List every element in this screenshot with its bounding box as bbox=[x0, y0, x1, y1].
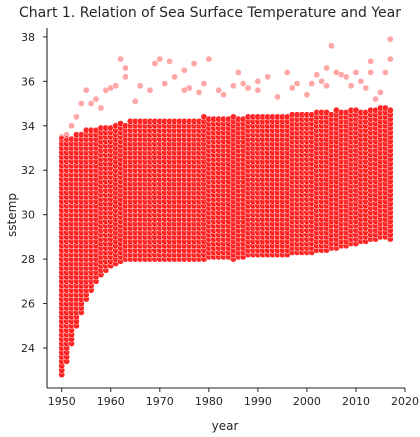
x-tick-label: 1980 bbox=[195, 395, 223, 408]
data-point bbox=[244, 84, 252, 92]
x-axis-ticks: 1950 1960 1970 1980 1990 2000 2010 2020 bbox=[48, 388, 419, 408]
data-point bbox=[357, 77, 365, 85]
data-point bbox=[73, 113, 80, 121]
data-point bbox=[386, 106, 394, 114]
data-point bbox=[112, 82, 120, 90]
data-point bbox=[386, 55, 394, 63]
y-axis-ticks: 24 26 28 30 32 34 36 38 bbox=[21, 31, 47, 355]
data-point bbox=[171, 73, 178, 81]
data-point bbox=[77, 100, 85, 107]
data-point bbox=[122, 64, 129, 72]
data-point bbox=[362, 84, 370, 92]
data-point bbox=[131, 97, 139, 105]
data-point bbox=[288, 84, 296, 92]
data-point bbox=[264, 73, 272, 81]
data-point bbox=[254, 77, 262, 85]
data-point bbox=[136, 82, 144, 90]
data-point bbox=[180, 66, 188, 74]
data-point bbox=[220, 91, 227, 99]
data-point bbox=[117, 55, 124, 63]
data-point bbox=[82, 86, 90, 94]
data-point bbox=[205, 55, 213, 63]
x-tick-label: 2000 bbox=[293, 395, 321, 408]
data-point bbox=[180, 86, 188, 94]
data-point bbox=[68, 122, 75, 130]
data-point bbox=[382, 69, 389, 76]
data-point bbox=[254, 86, 262, 94]
data-point bbox=[151, 60, 159, 67]
data-point bbox=[92, 95, 100, 103]
data-point bbox=[215, 86, 222, 94]
y-tick-label: 34 bbox=[21, 120, 35, 133]
chart-title: Chart 1. Relation of Sea Surface Tempera… bbox=[19, 5, 401, 21]
data-point bbox=[377, 89, 384, 96]
data-point bbox=[313, 71, 321, 79]
data-point bbox=[122, 73, 129, 81]
data-point bbox=[293, 80, 301, 87]
data-point bbox=[308, 80, 316, 87]
y-tick-label: 38 bbox=[21, 31, 35, 44]
y-tick-label: 30 bbox=[21, 209, 35, 222]
data-point bbox=[274, 93, 281, 101]
data-point bbox=[372, 95, 379, 103]
y-tick-label: 32 bbox=[21, 164, 35, 177]
data-point bbox=[386, 35, 394, 43]
data-point bbox=[230, 82, 237, 90]
data-point bbox=[234, 69, 242, 76]
data-points bbox=[58, 35, 394, 379]
data-point bbox=[323, 64, 330, 72]
x-tick-label: 1990 bbox=[244, 395, 272, 408]
data-point bbox=[195, 89, 203, 96]
data-point bbox=[352, 69, 360, 76]
data-point bbox=[328, 42, 335, 50]
data-point bbox=[318, 77, 325, 85]
y-tick-label: 24 bbox=[21, 342, 35, 355]
data-point bbox=[323, 82, 330, 90]
data-point bbox=[200, 80, 208, 87]
x-tick-label: 2020 bbox=[391, 395, 419, 408]
x-tick-label: 1970 bbox=[146, 395, 174, 408]
y-tick-label: 36 bbox=[21, 75, 35, 88]
data-point bbox=[63, 131, 70, 139]
data-point bbox=[367, 69, 375, 76]
data-point bbox=[156, 55, 164, 63]
data-point bbox=[190, 60, 198, 67]
data-point bbox=[161, 80, 169, 87]
data-point bbox=[367, 57, 375, 65]
y-axis-label: sstemp bbox=[5, 193, 19, 237]
data-point bbox=[342, 73, 350, 81]
data-point bbox=[303, 91, 311, 99]
x-tick-label: 2010 bbox=[342, 395, 370, 408]
data-point bbox=[97, 104, 105, 112]
data-point bbox=[166, 57, 173, 65]
data-point bbox=[146, 86, 154, 94]
x-axis-label: year bbox=[212, 419, 239, 433]
data-point bbox=[87, 100, 95, 107]
data-point bbox=[347, 82, 355, 90]
y-tick-label: 28 bbox=[21, 253, 35, 266]
data-point bbox=[283, 69, 291, 76]
x-tick-label: 1960 bbox=[97, 395, 125, 408]
x-tick-label: 1950 bbox=[48, 395, 76, 408]
y-tick-label: 26 bbox=[21, 298, 35, 311]
data-point bbox=[239, 80, 247, 87]
